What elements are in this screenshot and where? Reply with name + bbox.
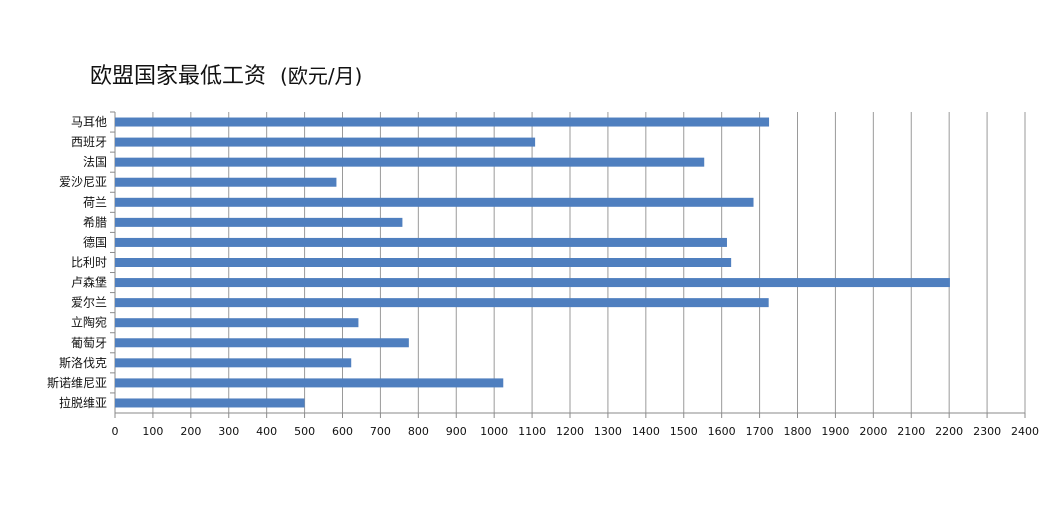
- bar: [115, 197, 754, 207]
- bar: [115, 278, 950, 288]
- category-label: 德国: [83, 234, 107, 249]
- category-label: 希腊: [83, 214, 107, 229]
- category-label: 马耳他: [71, 115, 107, 129]
- chart-title-text: 欧盟国家最低工资: [90, 64, 267, 89]
- x-tick-label: 1700: [746, 425, 774, 438]
- bar: [115, 237, 727, 247]
- category-label: 荷兰: [83, 195, 107, 209]
- x-tick-label: 2200: [935, 425, 963, 438]
- bar: [115, 217, 403, 227]
- bar: [115, 258, 732, 267]
- chart-unit: (欧元/月): [280, 64, 363, 88]
- bar: [115, 318, 359, 328]
- bar: [115, 358, 352, 368]
- bar: [115, 177, 337, 187]
- category-label: 西班牙: [71, 135, 107, 149]
- x-tick-label: 1000: [480, 425, 508, 438]
- x-tick-label: 1200: [556, 425, 584, 438]
- x-tick-label: 1600: [708, 425, 736, 438]
- bar: [115, 117, 770, 127]
- category-label: 斯洛伐克: [59, 355, 107, 370]
- category-label: 拉脱维亚: [59, 395, 107, 410]
- x-tick-label: 800: [408, 425, 429, 438]
- x-tick-label: 200: [180, 425, 201, 438]
- x-tick-label: 1400: [632, 425, 660, 438]
- x-tick-label: 1800: [784, 425, 812, 438]
- category-label: 比利时: [71, 256, 107, 270]
- bar: [115, 298, 769, 308]
- bar: [115, 137, 536, 147]
- x-tick-label: 400: [256, 425, 277, 438]
- x-tick-label: 2400: [1011, 425, 1039, 438]
- category-label: 斯诺维尼亚: [47, 376, 107, 390]
- category-label: 爱沙尼亚: [59, 175, 107, 189]
- x-tick-label: 1900: [821, 425, 849, 438]
- category-label: 卢森堡: [71, 275, 107, 290]
- x-tick-label: 1300: [594, 425, 622, 438]
- x-tick-label: 1100: [518, 425, 546, 438]
- x-tick-label: 0: [112, 425, 119, 438]
- x-tick-label: 600: [332, 425, 353, 438]
- x-tick-label: 2100: [897, 425, 925, 438]
- x-tick-label: 100: [142, 425, 163, 438]
- bar: [115, 157, 705, 167]
- x-tick-label: 500: [294, 425, 315, 438]
- x-tick-label: 2000: [859, 425, 887, 438]
- x-tick-label: 900: [446, 425, 467, 438]
- chart-title: 欧盟国家最低工资 (欧元/月): [90, 58, 362, 90]
- category-label: 爱尔兰: [71, 295, 107, 310]
- category-label: 葡萄牙: [71, 336, 107, 350]
- bar: [115, 338, 409, 348]
- bar: [115, 398, 305, 408]
- x-tick-label: 700: [370, 425, 391, 438]
- bar: [115, 378, 504, 388]
- x-tick-label: 1500: [670, 425, 698, 438]
- category-labels: 马耳他西班牙法国爱沙尼亚荷兰希腊德国比利时卢森堡爱尔兰立陶宛葡萄牙斯洛伐克斯诺维…: [47, 115, 107, 410]
- category-label: 法国: [83, 155, 107, 169]
- bars: [115, 117, 950, 408]
- x-tick-label: 300: [218, 425, 239, 438]
- category-label: 立陶宛: [71, 315, 107, 330]
- x-axis: 0 100 200 300 400 500 600 700 800 900 1000 1100 1200…: [112, 412, 1039, 438]
- y-axis: [110, 111, 116, 413]
- x-tick-label: 2300: [973, 425, 1001, 438]
